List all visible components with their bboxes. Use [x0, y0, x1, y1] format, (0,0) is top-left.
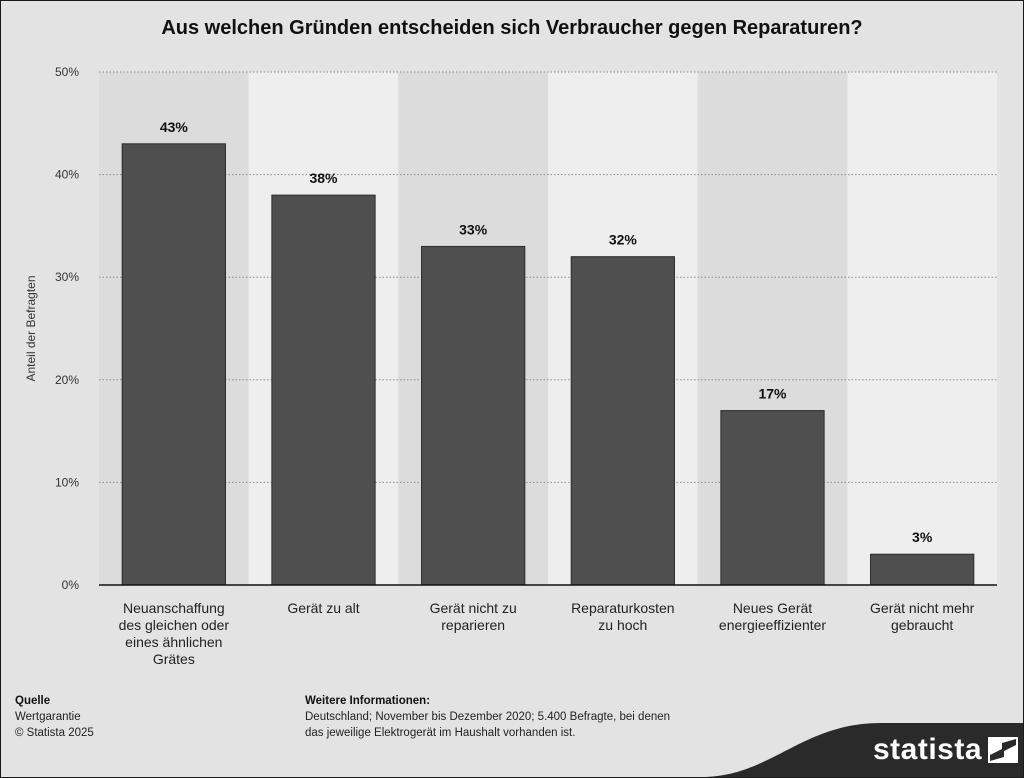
y-tick-label: 10% — [55, 475, 79, 489]
category-label: Neues Gerät energieeffizienter — [719, 600, 826, 633]
info-line: Deutschland; November bis Dezember 2020;… — [305, 711, 671, 723]
data-label: 32% — [609, 232, 638, 248]
category-label: Gerät zu alt — [287, 600, 359, 616]
bar — [421, 245, 526, 586]
statista-logo-icon — [988, 737, 1019, 763]
y-axis-title: Anteil der Befragten — [24, 275, 38, 381]
bar — [121, 143, 226, 586]
statista-logo: statista — [873, 733, 1019, 767]
category-label: Gerät nicht zu reparieren — [430, 600, 517, 633]
y-tick-label: 50% — [55, 65, 79, 79]
data-label: 17% — [758, 386, 787, 402]
y-tick-label: 0% — [62, 578, 80, 592]
source-heading: Quelle — [15, 695, 51, 707]
bar-chart: 0% 10% 20% 30% 40% 50% Anteil der Befragten 43%… — [24, 65, 997, 667]
category-label: Gerät nicht mehr gebraucht — [870, 600, 975, 633]
info-heading: Weitere Informationen: — [305, 695, 431, 707]
data-label: 38% — [309, 170, 338, 186]
category-band — [847, 72, 997, 585]
category-label: Neuanschaffung des gleichen oder eines ähn… — [119, 600, 230, 667]
bar — [720, 410, 825, 586]
y-tick-label: 20% — [55, 373, 79, 387]
bar — [870, 553, 975, 586]
copyright-line: © Statista 2025 — [15, 727, 94, 739]
chart-title: Aus welchen Gründen entscheiden sich Ver… — [161, 17, 863, 39]
category-label: Reparaturkosten zu hoch — [571, 600, 675, 633]
data-label: 33% — [459, 221, 488, 237]
data-label: 3% — [912, 529, 933, 545]
bar — [570, 256, 675, 586]
y-tick-label: 30% — [55, 270, 79, 284]
data-label: 43% — [160, 119, 189, 135]
bar — [271, 194, 376, 586]
logo-text: statista — [873, 733, 983, 766]
info-block: Weitere Informationen: Deutschland; Nove… — [305, 693, 670, 741]
info-line: das jeweilige Elektrogerät im Haushalt v… — [305, 727, 576, 739]
source-block: Quelle Wertgarantie © Statista 2025 — [15, 693, 94, 741]
source-line: Wertgarantie — [15, 711, 81, 723]
y-tick-label: 40% — [55, 168, 79, 182]
